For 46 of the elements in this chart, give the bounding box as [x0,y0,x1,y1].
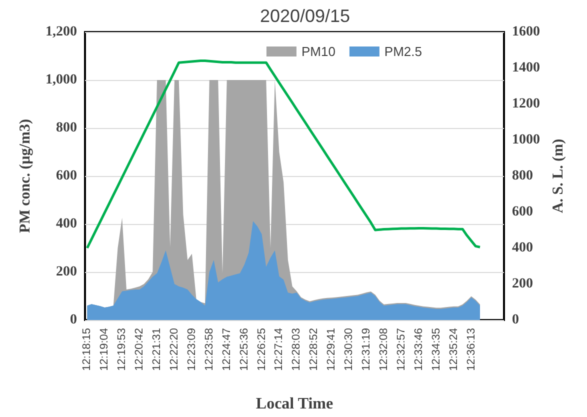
y2-tick-label: 1600 [512,24,540,40]
legend-label: PM2.5 [384,44,422,59]
x-tick-label: 12:19:53 [116,328,128,371]
x-tick-label: 12:25:36 [238,328,250,371]
x-tick-label: 12:28:03 [290,328,303,371]
x-tick-label: 12:31:19 [360,328,373,371]
x-tick-label: 12:20:42 [134,328,146,371]
x-tick-label: 12:21:31 [151,328,164,371]
x-tick-label: 12:29:41 [326,328,338,371]
x-tick-label: 12:27:14 [273,328,286,371]
x-tick-label: 12:36:13 [465,328,478,371]
x-tick-label: 12:34:35 [430,328,442,371]
x-tick-label: 12:23:58 [203,328,216,371]
y2-tick-label: 600 [512,204,533,220]
y-tick-label: 1,200 [46,24,77,40]
x-tick-label: 12:32:08 [378,328,390,371]
y-tick-label: 0 [70,312,77,328]
y-tick-label: 600 [56,168,77,184]
x-tick-label: 12:22:20 [168,328,180,371]
legend-label: PM10 [301,44,336,59]
x-tick-label: 12:19:04 [98,328,111,371]
y-tick-label: 400 [56,216,77,232]
y2-tick-label: 200 [512,276,533,292]
y2-axis-title: A. S. L. (m) [550,138,566,214]
y2-tick-label: 1200 [512,96,540,112]
x-tick-label: 12:30:30 [343,328,356,371]
x-tick-label: 12:32:57 [395,328,408,371]
line-series [86,60,482,250]
y2-tick-label: 1000 [512,132,540,148]
x-axis-title: Local Time [256,396,334,412]
x-tick-label: 12:33:46 [412,328,425,371]
y-axis-title: PM conc. (μg/m3) [18,119,34,233]
chart-title: 2020/09/15 [260,6,350,26]
x-tick-label: 12:28:52 [308,328,320,371]
y-tick-label: 200 [56,264,77,280]
y2-tick-label: 0 [512,312,519,328]
x-tick-label: 12:26:25 [256,328,268,371]
x-tick-label: 12:24:47 [220,328,233,371]
x-tick-label: 12:18:15 [81,328,94,371]
y2-tick-label: 800 [512,168,533,184]
y-tick-label: 1,000 [46,72,77,88]
y2-tick-label: 400 [512,240,533,256]
y2-tick-label: 1400 [512,60,540,76]
y-tick-label: 800 [56,120,77,136]
x-tick-label: 12:35:24 [448,328,460,371]
x-tick-label: 12:23:09 [186,328,198,371]
